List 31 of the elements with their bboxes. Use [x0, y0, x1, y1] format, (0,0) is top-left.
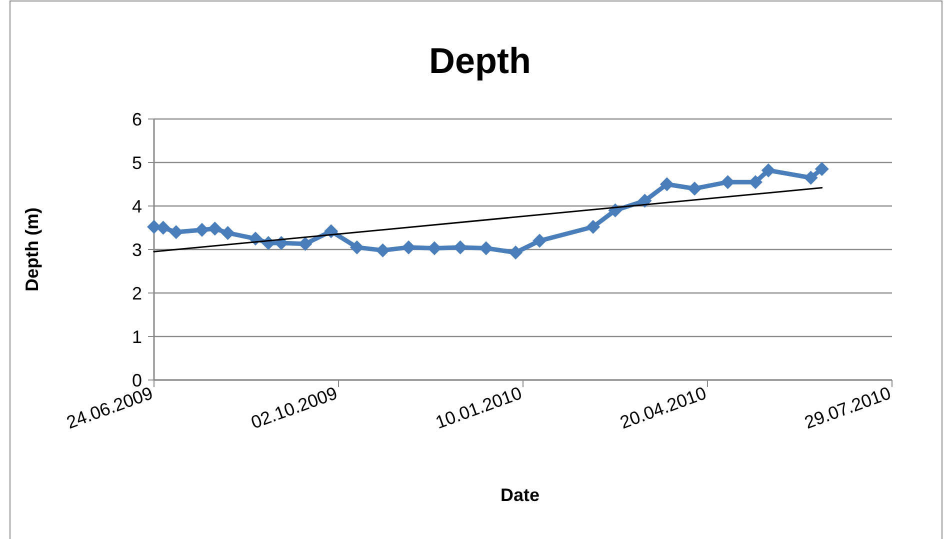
point — [660, 177, 674, 192]
y-tick-label: 0 — [132, 370, 142, 390]
point — [376, 243, 390, 258]
y-tick-label: 6 — [132, 109, 142, 130]
y-tick-label: 2 — [132, 283, 142, 304]
point — [194, 222, 209, 237]
point — [532, 234, 547, 248]
x-axis-title: Date — [500, 485, 540, 505]
point — [156, 220, 170, 235]
point — [169, 225, 184, 240]
point — [208, 222, 222, 236]
y-axis-title: Depth (m) — [22, 208, 42, 292]
y-tick-label: 5 — [132, 152, 142, 173]
point — [761, 163, 776, 178]
point — [508, 246, 523, 260]
point — [350, 240, 364, 254]
point — [804, 170, 818, 185]
point — [453, 240, 468, 254]
point — [220, 226, 235, 240]
point — [586, 220, 600, 234]
y-tick-label: 1 — [132, 326, 142, 347]
chart-title: Depth — [429, 40, 531, 81]
point — [427, 241, 442, 256]
y-tick-label: 3 — [132, 240, 142, 260]
point — [688, 182, 702, 196]
point — [814, 162, 829, 176]
point — [720, 175, 735, 190]
point — [298, 236, 312, 251]
y-tick-label: 4 — [132, 196, 142, 216]
point — [479, 241, 494, 256]
point — [402, 240, 416, 254]
